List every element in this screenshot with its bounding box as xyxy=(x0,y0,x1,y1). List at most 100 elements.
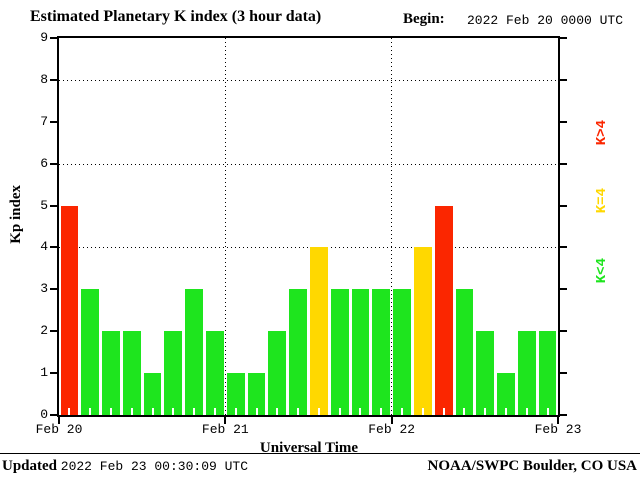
y-gridline xyxy=(59,79,558,81)
kp-bar xyxy=(351,289,370,415)
chart-title: Estimated Planetary K index (3 hour data… xyxy=(30,8,322,25)
kp-bar xyxy=(289,289,307,415)
y-tick-left xyxy=(50,37,57,39)
y-tick-label: 1 xyxy=(40,365,48,381)
kp-bar xyxy=(497,373,515,415)
y-tick-right xyxy=(560,120,567,123)
y-tick-left xyxy=(50,78,57,81)
x-tick-label: Feb 22 xyxy=(368,422,416,437)
updated-label: Updated xyxy=(2,458,58,474)
kp-bar xyxy=(102,331,120,415)
x-tick-label: Feb 20 xyxy=(35,422,83,437)
bar-center-tick xyxy=(317,408,320,415)
bar-center-tick xyxy=(359,408,362,415)
y-gridline xyxy=(59,163,558,165)
day-tick xyxy=(58,417,60,424)
x-tick-label: Feb 21 xyxy=(201,422,249,437)
day-gridline xyxy=(224,38,226,415)
bar-center-tick xyxy=(172,408,175,415)
y-tick-label: 0 xyxy=(40,407,48,422)
y-tick-left xyxy=(50,120,57,123)
kp-bar xyxy=(185,289,204,415)
bar-center-tick xyxy=(276,408,279,415)
y-tick-label: 9 xyxy=(40,30,48,45)
kp-bar xyxy=(517,331,536,415)
y-tick-right xyxy=(560,162,567,165)
y-tick-label: 3 xyxy=(40,281,48,297)
bar-center-tick xyxy=(525,408,528,415)
y-tick-right xyxy=(560,78,567,81)
kp-bar xyxy=(434,205,453,415)
y-axis-title: Kp index xyxy=(8,185,24,244)
y-tick-label: 7 xyxy=(40,113,48,129)
bar-center-tick xyxy=(89,408,92,415)
y-tick-label: 8 xyxy=(40,71,48,87)
kp-bar xyxy=(268,331,287,415)
bar-center-tick xyxy=(380,408,383,415)
kp-bar xyxy=(143,373,162,415)
y-gridline xyxy=(59,247,558,249)
bar-center-tick xyxy=(484,408,487,415)
y-tick-right xyxy=(560,246,567,249)
y-tick-left xyxy=(50,414,57,416)
day-tick xyxy=(224,417,227,424)
legend-label-k-gt-4: K>4 xyxy=(594,120,610,146)
kp-bar xyxy=(310,247,328,415)
x-tick-label: Feb 23 xyxy=(534,422,582,437)
bar-center-tick xyxy=(463,408,466,415)
y-tick-right xyxy=(560,330,567,333)
legend-label-k-lt-4: K<4 xyxy=(594,258,610,284)
y-tick-label: 5 xyxy=(40,197,48,213)
kp-bar xyxy=(476,331,495,415)
kp-bar xyxy=(393,289,411,415)
bar-center-tick xyxy=(151,408,154,415)
y-tick-label: 6 xyxy=(40,155,48,171)
source-label: NOAA/SWPC Boulder, CO USA xyxy=(427,458,637,474)
kp-bar xyxy=(81,289,100,415)
bar-center-tick xyxy=(130,408,133,415)
y-tick-left xyxy=(50,372,57,375)
y-tick-left xyxy=(50,330,57,333)
y-tick-label: 4 xyxy=(40,239,48,255)
bar-center-tick xyxy=(505,408,508,415)
y-tick-right xyxy=(560,372,567,375)
begin-label: Begin: xyxy=(403,11,445,27)
bar-center-tick xyxy=(401,408,404,415)
y-tick-left xyxy=(50,162,57,165)
y-tick-left xyxy=(50,246,57,249)
updated-line: Updated 2022 Feb 23 00:30:09 UTC xyxy=(2,458,248,475)
bar-center-tick xyxy=(109,408,112,415)
legend-label-k-eq-4: K=4 xyxy=(594,188,610,214)
kp-bar xyxy=(164,331,183,415)
bar-center-tick xyxy=(297,408,300,415)
updated-value: 2022 Feb 23 00:30:09 UTC xyxy=(60,459,248,474)
y-tick-left xyxy=(50,204,57,207)
kp-bar xyxy=(538,331,557,415)
kp-bar xyxy=(226,373,245,415)
bar-center-tick xyxy=(442,408,445,415)
bar-center-tick xyxy=(338,408,341,415)
y-tick-left xyxy=(50,288,57,291)
y-tick-right xyxy=(560,414,567,416)
bar-center-tick xyxy=(546,408,549,415)
kp-bar xyxy=(413,247,432,415)
plot-area xyxy=(50,36,567,424)
kp-bar xyxy=(206,331,224,415)
kp-bar xyxy=(330,289,349,415)
kp-bar xyxy=(455,289,474,415)
y-tick-right xyxy=(560,204,567,207)
bar-center-tick xyxy=(213,408,216,415)
day-tick xyxy=(557,417,559,424)
y-tick-right xyxy=(560,37,567,39)
bar-center-tick xyxy=(255,408,258,415)
day-gridline xyxy=(391,38,393,415)
bar-center-tick xyxy=(234,408,237,415)
day-tick xyxy=(390,417,393,424)
kp-bar xyxy=(122,331,141,415)
bar-center-tick xyxy=(421,408,424,415)
kp-bar xyxy=(372,289,391,415)
y-tick-right xyxy=(560,288,567,291)
x-axis-title: Universal Time xyxy=(259,440,359,456)
y-tick-label: 2 xyxy=(40,323,48,339)
